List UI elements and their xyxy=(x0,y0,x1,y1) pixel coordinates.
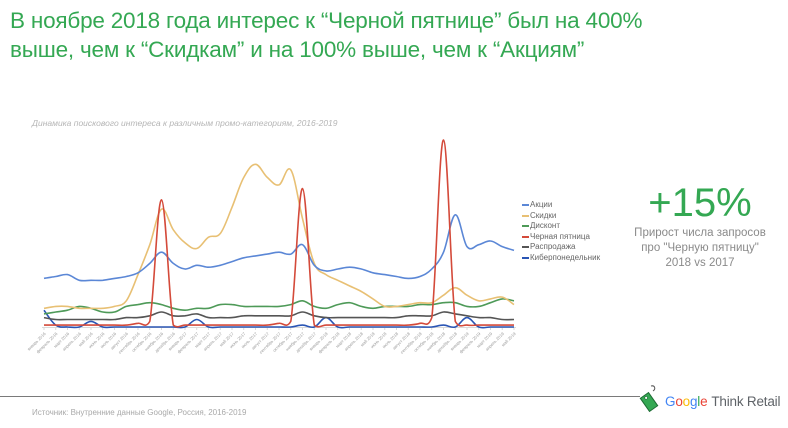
headline-line-2: выше, чем к “Скидкам” и на 100% выше, че… xyxy=(10,37,585,62)
series-line-5 xyxy=(43,309,514,329)
chart-legend: Акции Скидки Дисконт Черная пятница Распрода… xyxy=(522,200,600,263)
google-letter: o xyxy=(682,394,691,409)
legend-swatch-icon xyxy=(522,204,529,207)
google-letter: o xyxy=(675,394,683,409)
google-letter: l xyxy=(697,394,701,409)
legend-item: Скидки xyxy=(522,211,600,222)
kpi-caption-line-2: про "Черную пятницу" xyxy=(641,242,759,254)
google-wordmark: Google xyxy=(665,394,708,409)
kpi-block: +15% Прирост числа запросов про "Черную … xyxy=(610,180,788,271)
kpi-caption-line-1: Прирост числа запросов xyxy=(634,227,766,239)
kpi-caption: Прирост числа запросов про "Черную пятни… xyxy=(610,226,788,271)
legend-item: Акции xyxy=(522,200,600,211)
kpi-value: +15% xyxy=(648,181,752,225)
legend-swatch-icon xyxy=(522,246,529,249)
legend-label: Акции xyxy=(530,200,553,209)
logo-product-name: Think Retail xyxy=(711,394,781,409)
chart-title: Динамика поискового интереса к различным… xyxy=(32,118,338,128)
legend-label: Дисконт xyxy=(530,221,561,230)
series-line-1 xyxy=(43,163,515,310)
legend-swatch-icon xyxy=(522,235,529,238)
chart-lines xyxy=(43,139,515,329)
series-line-3 xyxy=(43,139,515,328)
series-line-2 xyxy=(43,298,515,315)
headline: В ноябре 2018 года интерес к “Черной пят… xyxy=(10,6,770,64)
headline-line-1: В ноябре 2018 года интерес к “Черной пят… xyxy=(10,8,643,33)
source-note: Источник: Внутренние данные Google, Росс… xyxy=(32,408,247,417)
legend-swatch-icon xyxy=(522,225,529,228)
legend-item: Дисконт xyxy=(522,221,600,232)
legend-swatch-icon xyxy=(522,256,529,259)
price-tag-icon xyxy=(637,384,661,419)
legend-label: Скидки xyxy=(530,210,557,220)
footer-divider xyxy=(0,396,640,397)
logo-text: Google Think Retail xyxy=(665,394,780,409)
legend-swatch-icon xyxy=(522,214,529,217)
legend-item: Киберпонедельник xyxy=(522,253,600,264)
series-line-0 xyxy=(43,213,515,282)
kpi-caption-line-3: 2018 vs 2017 xyxy=(665,257,735,269)
legend-label: Черная пятница xyxy=(530,231,590,241)
google-letter: g xyxy=(689,394,698,409)
google-letter: e xyxy=(700,394,708,409)
legend-label: Киберпонедельник xyxy=(530,252,601,262)
legend-label: Распродажа xyxy=(530,242,576,251)
google-think-retail-logo: Google Think Retail xyxy=(637,384,780,419)
legend-item: Черная пятница xyxy=(522,232,600,243)
legend-item: Распродажа xyxy=(522,242,600,253)
series-line-4 xyxy=(43,311,515,321)
google-letter: G xyxy=(665,394,676,409)
